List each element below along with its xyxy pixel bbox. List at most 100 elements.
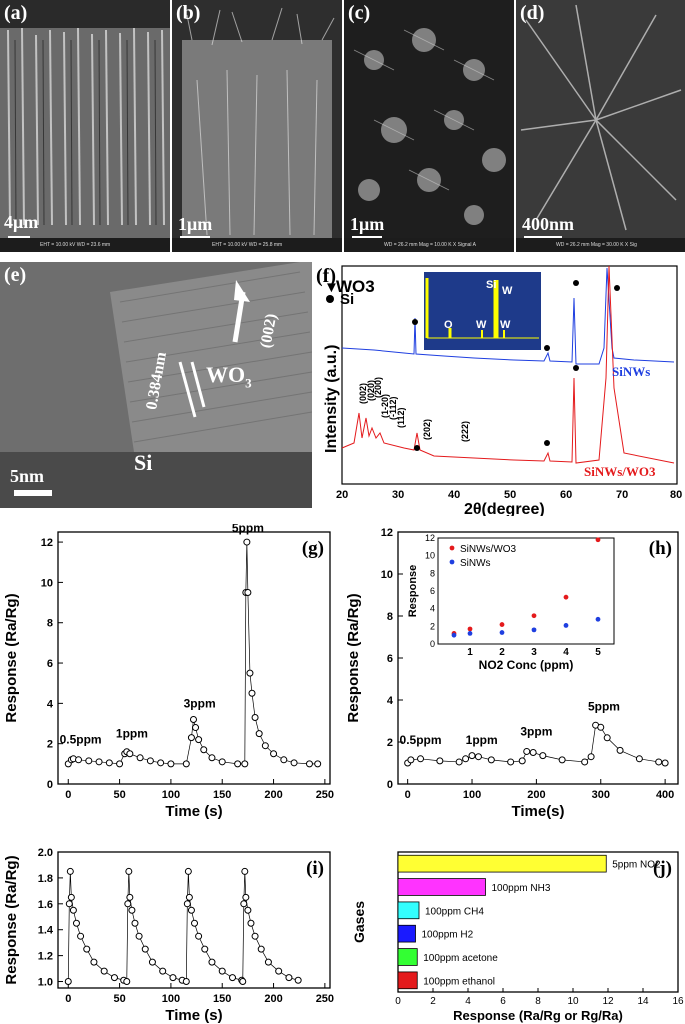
inset-point	[467, 626, 473, 632]
inset-legend-label: SiNWs	[460, 558, 491, 569]
inset-point	[563, 623, 569, 628]
y-tick-label: 0	[387, 779, 393, 791]
data-point	[558, 756, 566, 764]
y-tick-label: 6	[387, 653, 393, 665]
xrd-peak: (222)	[460, 421, 470, 442]
x-tick-label: 300	[592, 789, 610, 801]
data-point	[183, 900, 191, 908]
legend-si: Si	[340, 291, 354, 308]
legend-wo3: WO3	[336, 277, 375, 296]
data-point	[85, 757, 93, 765]
chart-i: 0 50 100 150 200 250 1.0 1.2 1.4 1.6 1.8 2.0 Time (s…	[3, 847, 334, 1024]
panel-label-c: (c)	[348, 2, 371, 24]
sem-panel-b: (b) 1μm EHT = 10.00 kV WD = 25.8 mm	[172, 0, 342, 252]
xrd-peak: (002)	[358, 383, 368, 404]
inset-y-tick-label: 12	[425, 533, 435, 543]
y-tick-label: 8	[387, 611, 393, 623]
data-point	[182, 760, 190, 768]
xrd-ylabel: Intensity (a.u.)	[323, 345, 340, 453]
data-point	[635, 755, 643, 763]
y-tick-label: 8	[47, 618, 53, 630]
data-point	[123, 978, 131, 986]
y-tick-label: 1.8	[38, 873, 53, 885]
xrd-xtick: 20	[336, 489, 348, 501]
xrd-xlabel: 2θ(degree)	[464, 501, 545, 516]
tem-wo3-label: WO3	[206, 362, 252, 391]
data-point	[275, 967, 283, 975]
x-tick-label: 50	[113, 789, 125, 801]
data-point	[251, 713, 259, 721]
data-point	[661, 759, 669, 767]
x-tick-label: 150	[213, 789, 231, 801]
data-point	[187, 906, 195, 914]
tem-image-e	[0, 262, 312, 508]
x-tick-label: 0	[65, 993, 71, 1005]
sem-info-b: EHT = 10.00 kV WD = 25.8 mm	[172, 238, 342, 252]
plot-frame	[57, 531, 331, 785]
data-point	[218, 758, 226, 766]
eds-peak: W	[502, 285, 513, 297]
data-point	[64, 978, 72, 986]
xrd-xtick: 50	[504, 489, 516, 501]
x-tick-label: 10	[567, 996, 579, 1007]
svg-text:▼: ▼	[324, 279, 339, 296]
inset-legend-marker	[449, 545, 455, 551]
chart-j: 0 2 4 6 8 10 12 14 16 Response (Ra/Rg or Rg/Ra) Ga…	[351, 851, 684, 1023]
scale-text-b: 1μm	[178, 214, 213, 234]
panel-label: (i)	[306, 858, 324, 879]
x-tick-label: 250	[316, 993, 334, 1005]
inset-legend-marker	[449, 559, 455, 565]
bar-label: 100ppm acetone	[423, 953, 498, 964]
data-point	[523, 747, 531, 755]
y-axis-label: Response (Ra/Rg)	[345, 593, 362, 722]
y-tick-label: 1.0	[38, 977, 53, 989]
data-point	[294, 976, 302, 984]
sem-info-d: WD = 26.2 mm Mag = 30.00 K X Sig	[516, 238, 685, 252]
y-tick-label: 6	[47, 658, 53, 670]
data-point	[195, 932, 203, 940]
data-point	[65, 900, 73, 908]
xrd-peak-labels: (002) (020) (200) (1-20) (-112) (112) (2…	[358, 377, 470, 442]
sem-image-b	[172, 0, 342, 252]
inset-x-tick-label: 2	[499, 647, 505, 658]
data-point	[185, 893, 193, 901]
data-point	[305, 760, 313, 768]
data-point	[105, 759, 113, 767]
xrd-peak: (200)	[373, 377, 383, 398]
data-point	[141, 945, 149, 953]
data-point	[616, 746, 624, 754]
inset-y-tick-label: 0	[430, 639, 435, 649]
y-tick-label: 1.2	[38, 951, 53, 963]
data-point	[148, 958, 156, 966]
tem-panel-e: (e) (002) 0.384nm WO3 Si 5nm	[0, 262, 312, 508]
xrd-si-markers	[412, 280, 620, 451]
inset-point	[531, 613, 537, 619]
data-point	[243, 538, 251, 546]
inset-point	[531, 627, 537, 633]
data-point	[195, 736, 203, 744]
sem-panel-d: (d) 400nm WD = 26.2 mm Mag = 30.00 K X S…	[516, 0, 685, 252]
data-point	[264, 958, 272, 966]
x-tick-label: 50	[113, 993, 125, 1005]
bar-label: 100ppm CH4	[425, 906, 484, 917]
y-tick-label: 1.4	[38, 925, 54, 937]
scale-text-d: 400nm	[522, 214, 575, 234]
xrd-peak: (112)	[396, 407, 406, 428]
x-tick-label: 200	[264, 993, 282, 1005]
data-point	[159, 967, 167, 975]
x-tick-label: 250	[316, 789, 334, 801]
inset-x-tick-label: 5	[595, 647, 601, 658]
xrd-xtick: 60	[560, 489, 572, 501]
inset-y-tick-label: 10	[425, 551, 435, 561]
inset-point	[563, 594, 569, 600]
inset-x-tick-label: 4	[563, 647, 569, 658]
sem-panel-c: (c) 1μm WD = 26.2 mm Mag = 10.00 K X Sig…	[344, 0, 514, 252]
inset-point	[595, 537, 601, 543]
xrd-xtick: 40	[448, 489, 460, 501]
panel-label-f: (f)	[316, 265, 336, 287]
data-point	[169, 974, 177, 982]
data-point	[95, 758, 103, 766]
bar-label: 100ppm NH3	[492, 883, 551, 894]
data-point	[417, 755, 425, 763]
data-point	[125, 867, 133, 875]
